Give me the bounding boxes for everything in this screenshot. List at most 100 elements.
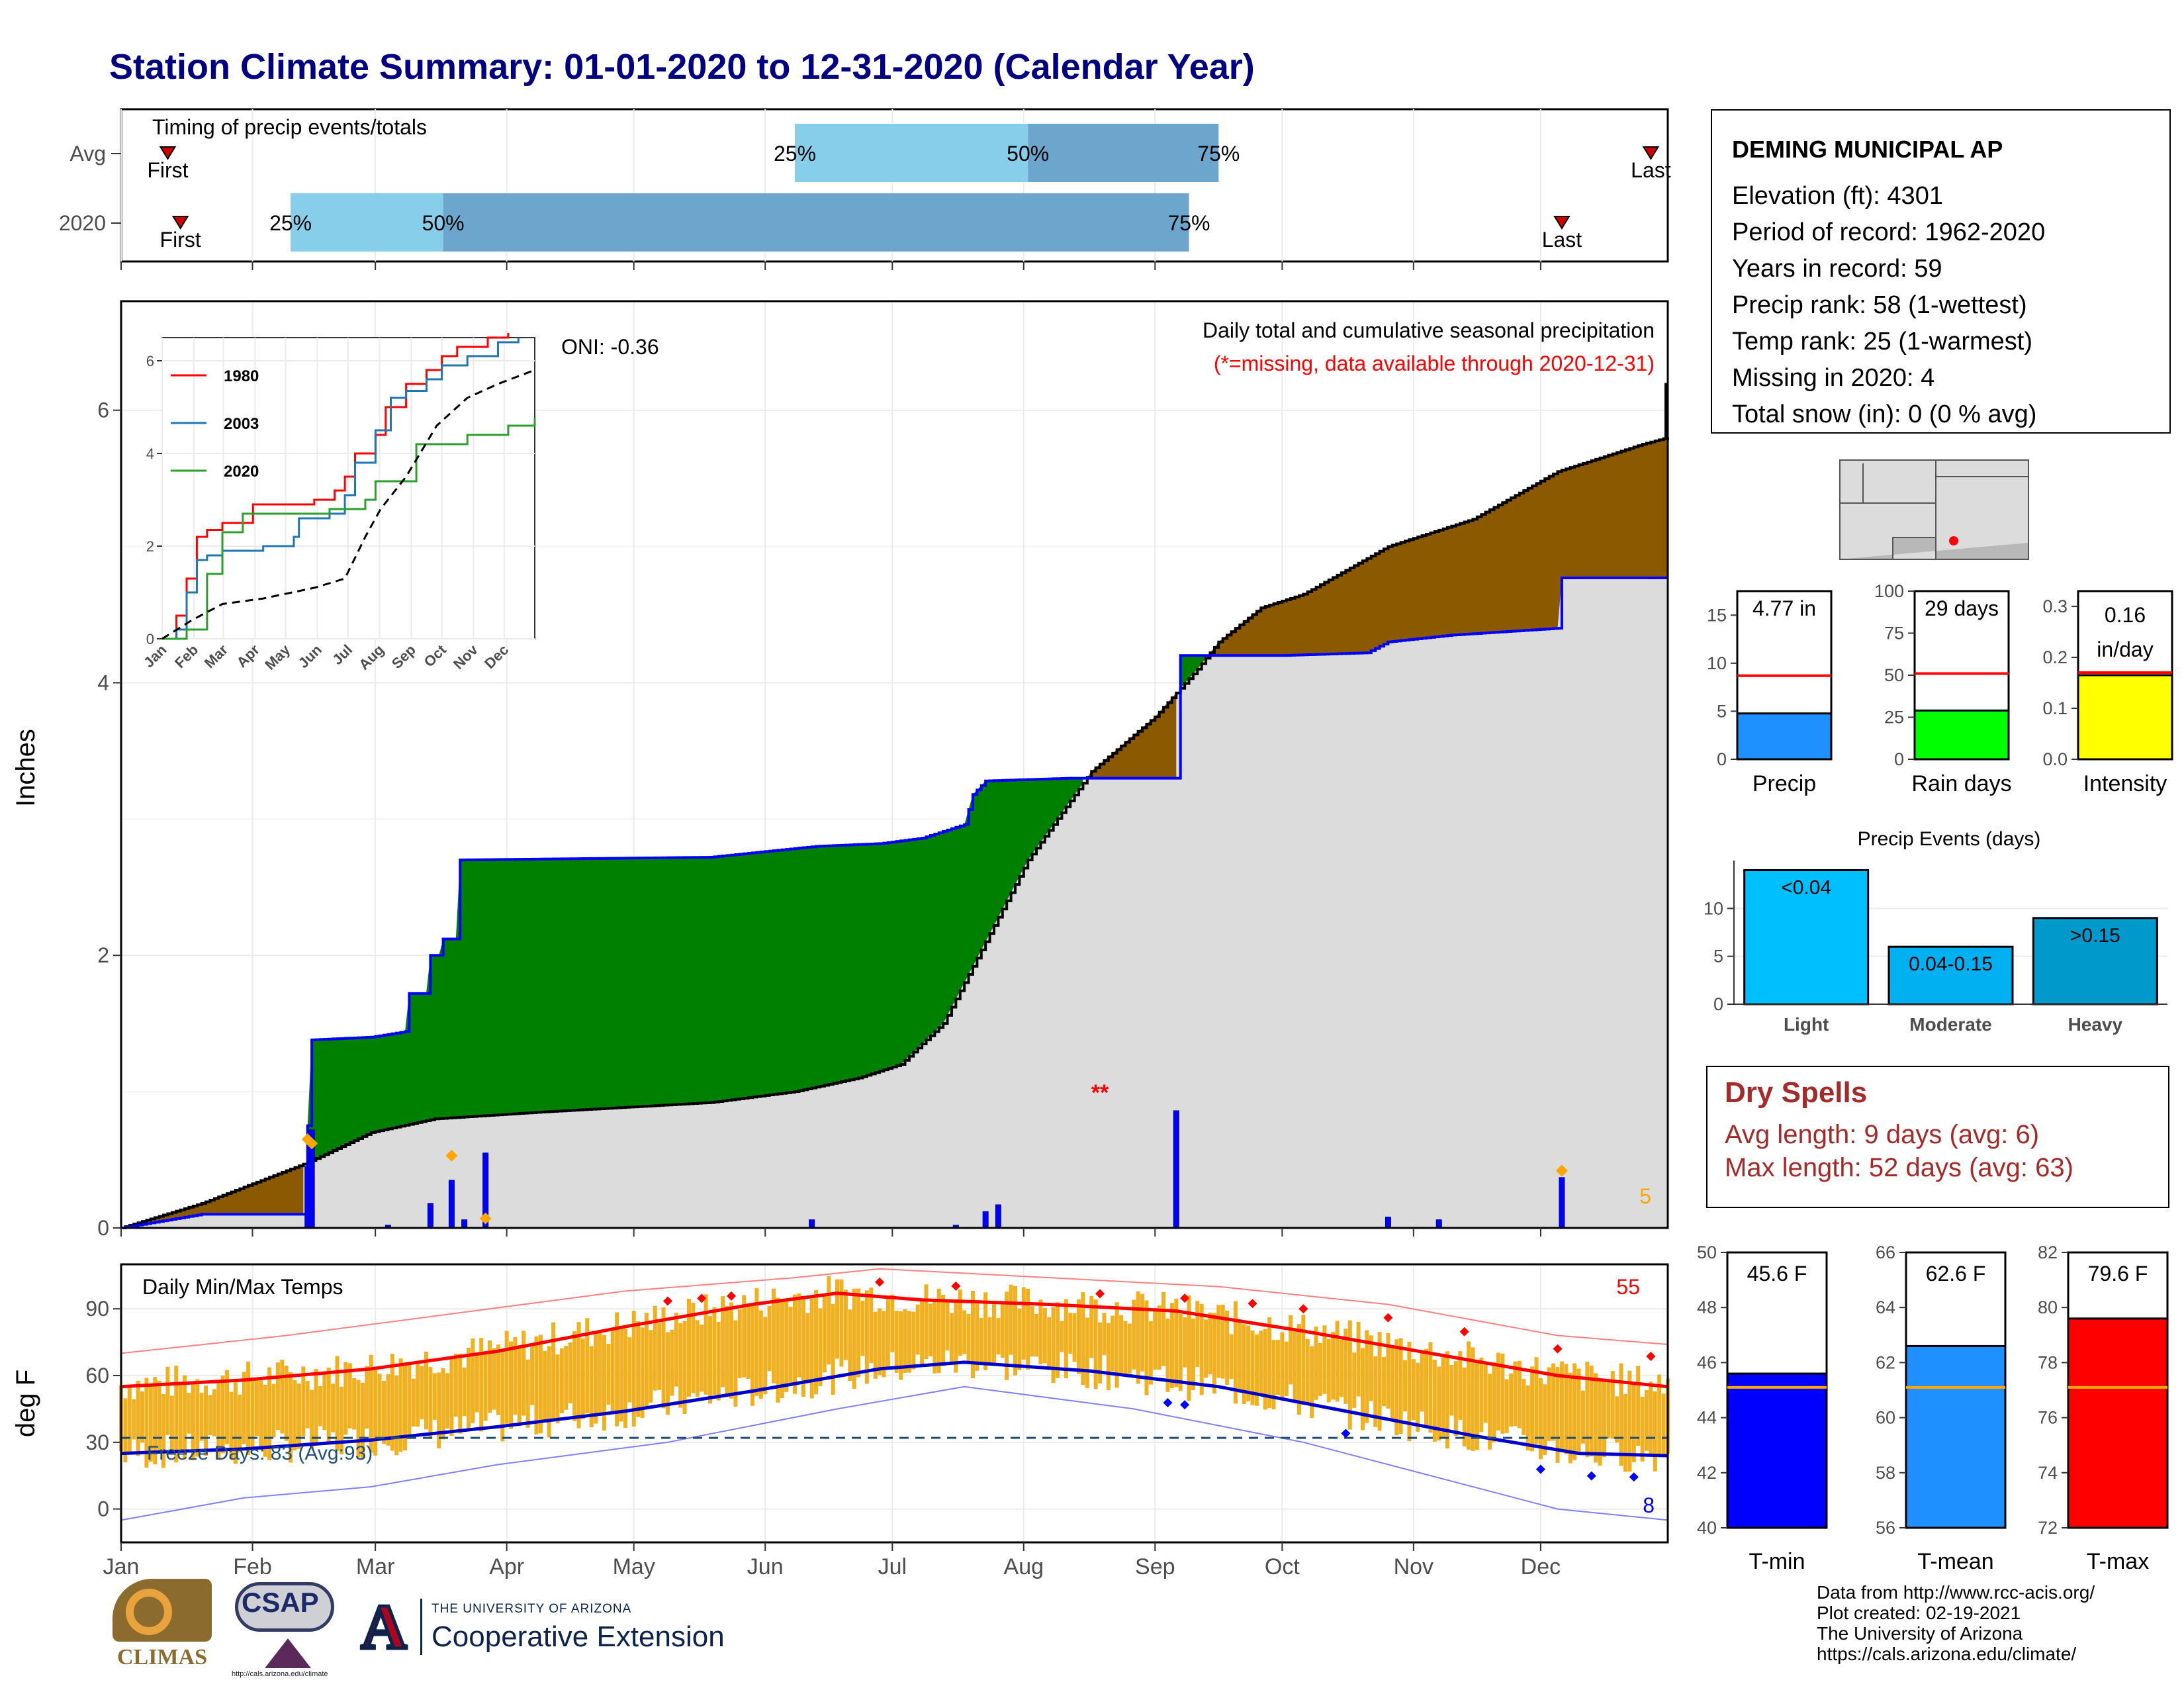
precip-above-normal-area: [1180, 655, 1206, 688]
daily-precip-bar: [461, 1219, 468, 1229]
temp-gauge-tick-label: 56: [1876, 1518, 1895, 1538]
timing-last-label: Last: [1542, 228, 1582, 252]
temp-gauge-label: T-mean: [1917, 1549, 1993, 1574]
precip-events-tick-label: 5: [1713, 947, 1723, 966]
station-period: Period of record: 1962-2020: [1732, 218, 2046, 246]
timing-p25-label: 25%: [269, 211, 312, 235]
record-min-line: [120, 1385, 1668, 1521]
csap-logo-url: http://cals.arizona.edu/climate: [232, 1670, 328, 1678]
inset-y-tick-label: 0: [146, 631, 154, 647]
mountain-icon: [265, 1638, 311, 1668]
record-precip-marker: [479, 1212, 492, 1225]
temp-gauge-tick-label: 78: [2038, 1352, 2058, 1372]
climas-logo: CLIMAS: [106, 1579, 218, 1678]
temp-gauge-tick-label: 80: [2038, 1297, 2058, 1317]
temp-gauge-tick-label: 72: [2038, 1518, 2058, 1538]
inset-series-line: [162, 338, 520, 640]
daily-precip-bar: [995, 1204, 1001, 1229]
timing-last-marker: [1642, 146, 1660, 160]
temp-gauge-tick-label: 46: [1697, 1352, 1717, 1372]
inset-series-line: [162, 333, 510, 640]
inset-avg-line: [161, 369, 535, 640]
temp-gauge-label: T-min: [1749, 1549, 1805, 1574]
record-high-marker: [662, 1296, 672, 1306]
temp-gauge-tick-label: 44: [1697, 1408, 1717, 1428]
record-high-marker: [951, 1281, 961, 1291]
csap-logo: CSAP http://cals.arizona.edu/climate: [228, 1579, 344, 1678]
station-elevation: Elevation (ft): 4301: [1732, 182, 1943, 210]
daily-precip-bar: [982, 1211, 989, 1229]
record-high-marker: [1646, 1352, 1656, 1362]
timing-bar-q1: [795, 124, 1028, 182]
precip-events-category: Moderate: [1909, 1014, 1991, 1035]
month-tick-label: Nov: [1394, 1554, 1433, 1579]
temp-gauge-bar: [2067, 1317, 2169, 1529]
credits: Data from http://www.rcc-acis.org/ Plot …: [1817, 1582, 2095, 1664]
precip-events-panel: Precip Events (days) <0.04 Light 0.04-0.15 M…: [1704, 828, 2167, 1035]
record-low-marker: [1586, 1471, 1596, 1481]
precip-panel-title: Daily total and cumulative seasonal prec…: [1203, 318, 1655, 342]
timing-last-label: Last: [1631, 158, 1671, 182]
precip-gauge-label: Rain days: [1911, 771, 2011, 796]
month-tick-label: Apr: [489, 1554, 524, 1579]
dry-spells-title: Dry Spells: [1725, 1076, 1868, 1109]
precip-y-tick-label: 2: [97, 943, 109, 967]
timing-first-marker: [159, 146, 177, 160]
dry-spells-box: Dry Spells Avg length: 9 days (avg: 6) M…: [1706, 1066, 2169, 1208]
precip-gauge-value-label: in/day: [2097, 637, 2153, 661]
inset-y-tick-label: 2: [146, 538, 154, 555]
station-years: Years in record: 59: [1732, 255, 1942, 283]
temp-y-tick-label: 90: [85, 1297, 109, 1321]
record-precip-count: 5: [1639, 1184, 1651, 1208]
precip-events-category: Light: [1784, 1014, 1829, 1035]
precip-gauge-tick-label: 100: [1874, 581, 1904, 601]
record-high-marker: [1298, 1304, 1308, 1314]
csap-logo-text: CSAP: [242, 1587, 319, 1618]
ua-extension-logo: A THE UNIVERSITY OF ARIZONA Cooperative …: [357, 1593, 741, 1662]
record-high-marker: [726, 1291, 736, 1301]
ua-logo-divider: [420, 1599, 422, 1655]
timing-first-label: First: [147, 158, 188, 182]
precip-y-tick-label: 0: [97, 1216, 109, 1240]
dry-spells-max: Max length: 52 days (avg: 63): [1725, 1153, 2073, 1182]
month-tick-label: Feb: [233, 1554, 272, 1579]
station-precip-rank: Precip rank: 58 (1-wettest): [1732, 291, 2027, 319]
daily-precip-bar: [1385, 1217, 1391, 1229]
precip-events-title: Precip Events (days): [1858, 828, 2041, 850]
month-tick-label: May: [613, 1554, 655, 1579]
temp-gauge-tick-label: 58: [1876, 1463, 1895, 1483]
credit-url: https://cals.arizona.edu/climate/: [1817, 1644, 2077, 1664]
record-low-marker: [1535, 1464, 1545, 1474]
csap-cloud-icon: [235, 1582, 334, 1632]
timing-first-marker: [171, 216, 189, 230]
precip-gauge-tick-label: 50: [1884, 665, 1904, 685]
precip-gauge-label: Intensity: [2083, 771, 2167, 796]
precip-y-tick-label: 4: [97, 671, 109, 694]
temp-y-axis-label: deg F: [11, 1370, 40, 1437]
month-axis: Jan Feb Mar Apr May Jun Jul Aug Sep Oct Nov Dec: [103, 1228, 1561, 1579]
oni-label: ONI: -0.36: [561, 335, 659, 359]
temp-gauge-tick-label: 76: [2038, 1408, 2058, 1428]
precip-gauge-bar: [2077, 674, 2173, 761]
record-low-count: 8: [1643, 1493, 1655, 1517]
timing-bar-q2: [1028, 124, 1219, 182]
freeze-days-label: Freeze Days: 83 (Avg:93): [147, 1442, 373, 1464]
inset-legend-label: 1980: [224, 367, 259, 385]
month-tick-label: Jan: [103, 1554, 140, 1579]
station-info-box: DEMING MUNICIPAL AP Elevation (ft): 4301…: [1711, 109, 2171, 434]
record-max-line: [120, 1268, 1668, 1354]
record-high-marker: [697, 1293, 707, 1303]
temp-gauge-tick-label: 64: [1876, 1297, 1895, 1317]
precip-panel-subtitle: (*=missing, data available through 2020-…: [1214, 352, 1655, 375]
inset-series-line: [162, 418, 536, 640]
daily-precip-bar: [1435, 1219, 1442, 1229]
precip-below-normal-area: [1210, 437, 1668, 656]
temp-gauge-bar: [1726, 1372, 1828, 1529]
temp-gauge-value-label: 45.6 F: [1747, 1262, 1807, 1286]
inset-y-tick-label: 4: [146, 445, 154, 462]
record-low-marker: [1180, 1400, 1190, 1410]
precip-events-bar-label: >0.15: [2070, 925, 2120, 947]
record-precip-marker: [1555, 1164, 1568, 1177]
